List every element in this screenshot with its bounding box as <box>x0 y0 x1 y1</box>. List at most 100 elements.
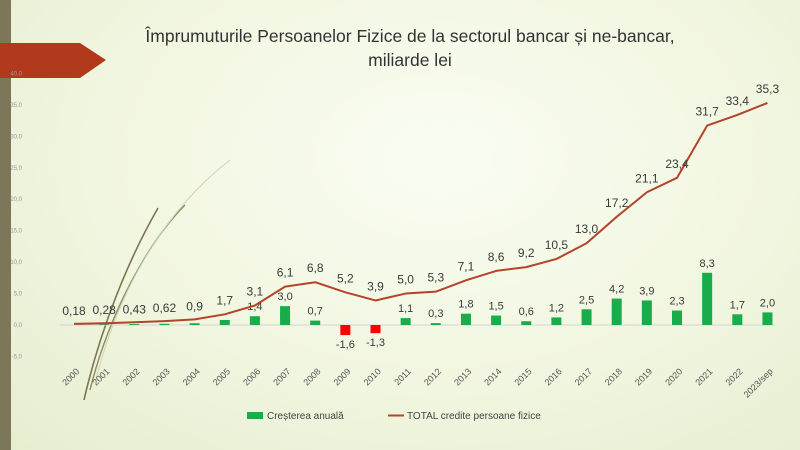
x-tick-label: 2009 <box>332 366 353 387</box>
bar <box>672 310 682 325</box>
line-data-label: 31,7 <box>695 105 719 119</box>
bar <box>99 324 110 325</box>
legend-label-bar: Creșterea anuală <box>267 411 344 422</box>
line-data-label: 7,1 <box>458 259 475 273</box>
bar <box>521 321 532 325</box>
line-data-label: 0,9 <box>186 299 203 313</box>
line-data-label: 23,4 <box>665 157 689 171</box>
y-tick-label: -5,0 <box>12 354 23 360</box>
line-data-label: 0,62 <box>153 301 177 315</box>
bar-data-label: 0,3 <box>428 308 443 320</box>
line-data-label: 9,2 <box>518 246 535 260</box>
chart-title-line2: miliarde lei <box>368 50 452 70</box>
x-tick-label: 2001 <box>90 366 111 387</box>
bar <box>732 314 743 325</box>
bar-data-label: 2,0 <box>760 297 775 309</box>
line-data-label: 21,1 <box>635 171 659 185</box>
y-tick-label: 0,0 <box>14 323 23 329</box>
legend-label-line: TOTAL credite persoane fizice <box>407 411 541 422</box>
bar-data-label: 3,0 <box>277 291 292 303</box>
line-data-label: 13,0 <box>575 222 599 236</box>
y-tick-label: 15,0 <box>10 229 22 235</box>
x-tick-label: 2023/sep <box>742 366 775 399</box>
x-tick-label: 2002 <box>120 366 141 387</box>
x-tick-label: 2011 <box>392 366 413 387</box>
bar-data-label: -1,3 <box>366 337 385 349</box>
x-axis: 2000 2001 2002 2003 2004 2005 2006 2007 2008 2009… <box>60 324 775 400</box>
bar <box>400 318 411 325</box>
line-data-label: 10,5 <box>545 238 569 252</box>
x-tick-label: 2017 <box>573 366 594 387</box>
bar <box>430 323 441 325</box>
bar <box>249 316 260 325</box>
legend-swatch-bar <box>247 412 263 419</box>
left-decor-bar <box>0 0 11 450</box>
bar-data-label: 0,6 <box>519 306 534 318</box>
x-tick-label: 2019 <box>633 366 654 387</box>
line-series <box>73 102 768 325</box>
chart-title-line1: Împrumuturile Persoanelor Fizice de la s… <box>145 26 675 46</box>
y-tick-label: 20,0 <box>10 197 22 203</box>
bar-series <box>99 272 773 336</box>
bar <box>460 313 471 325</box>
x-tick-label: 2016 <box>543 366 564 387</box>
bar <box>370 325 381 334</box>
x-tick-label: 2008 <box>301 366 322 387</box>
bar <box>551 317 562 325</box>
y-tick-label: 35,0 <box>10 103 22 109</box>
x-tick-label: 2007 <box>271 366 292 387</box>
bar-labels: 1,43,00,7-1,6 -1,31,1 0,31,8 1,5 0,6 1,22,54,… <box>247 258 775 351</box>
red-arrow-banner <box>0 43 106 78</box>
line-data-label: 35,3 <box>756 82 780 96</box>
bar <box>159 323 170 325</box>
decorative-curves <box>83 159 231 401</box>
line-data-label: 5,2 <box>337 271 354 285</box>
line-data-label: 6,8 <box>307 261 324 275</box>
line-data-label: 0,28 <box>92 303 116 317</box>
x-tick-label: 2004 <box>181 366 202 387</box>
line-data-label: 5,3 <box>427 271 444 285</box>
line-data-label: 33,4 <box>726 94 750 108</box>
bar-data-label: 1,8 <box>458 299 473 311</box>
x-tick-label: 2021 <box>693 366 714 387</box>
line-data-label: 3,9 <box>367 279 384 293</box>
y-tick-label: 30,0 <box>10 134 22 140</box>
bar-data-label: 1,5 <box>488 301 503 313</box>
total-credit-line <box>73 102 768 325</box>
bar-data-label: -1,6 <box>336 339 355 351</box>
x-tick-label: 2015 <box>512 366 533 387</box>
x-tick-label: 2012 <box>422 366 443 387</box>
y-tick-label: 40,0 <box>10 71 22 77</box>
x-tick-label: 2010 <box>362 366 383 387</box>
bar-data-label: 2,5 <box>579 294 594 306</box>
x-tick-label: 2013 <box>452 366 473 387</box>
bar <box>310 320 321 325</box>
bar-data-label: 1,2 <box>549 302 564 314</box>
bar <box>581 309 592 325</box>
y-axis: -5,0 0,0 5,0 10,0 15,0 20,0 25,0 30,0 35,0 40,0 <box>10 71 22 360</box>
x-tick-label: 2018 <box>603 366 624 387</box>
y-tick-label: 5,0 <box>14 292 23 298</box>
line-data-label: 6,1 <box>277 266 294 280</box>
y-tick-label: 10,0 <box>10 260 22 266</box>
y-tick-label: 25,0 <box>10 166 22 172</box>
line-data-label: 1,7 <box>216 293 233 307</box>
x-tick-label: 2003 <box>151 366 172 387</box>
bar <box>340 325 351 336</box>
bar <box>280 306 291 325</box>
bar-data-label: 1,1 <box>398 303 413 315</box>
line-data-label: 8,6 <box>488 250 505 264</box>
x-tick-label: 2014 <box>482 366 503 387</box>
bar-data-label: 8,3 <box>700 258 715 270</box>
line-data-label: 17,2 <box>605 196 629 210</box>
line-data-label: 3,1 <box>247 285 264 299</box>
bar <box>611 298 622 325</box>
bar <box>641 300 652 325</box>
bar <box>491 315 502 325</box>
bar-data-label: 1,7 <box>730 299 745 311</box>
bar-data-label: 0,7 <box>308 306 323 318</box>
line-data-label: 5,0 <box>397 273 414 287</box>
bar <box>762 312 773 325</box>
x-tick-label: 2000 <box>60 366 81 387</box>
